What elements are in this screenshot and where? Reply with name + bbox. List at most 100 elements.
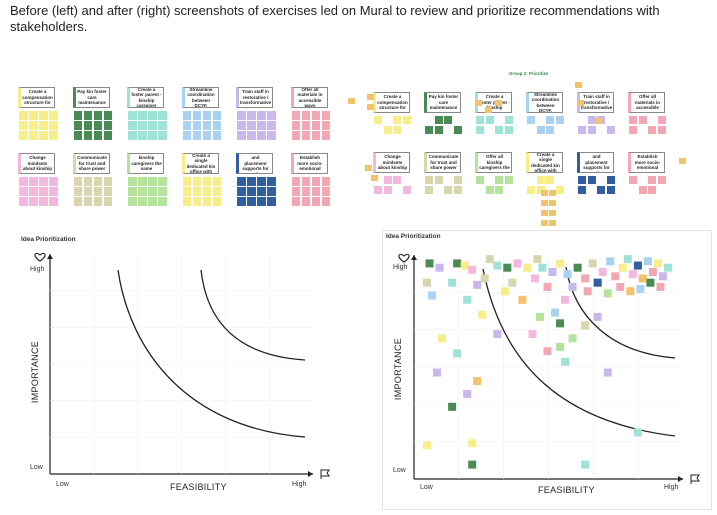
sticky-note[interactable] — [434, 116, 443, 124]
sticky-note[interactable] — [73, 121, 82, 130]
sticky-note[interactable] — [128, 121, 137, 130]
sticky-note[interactable] — [73, 131, 82, 140]
sticky-note[interactable] — [158, 131, 167, 140]
sticky-note[interactable] — [536, 176, 545, 184]
sticky-note[interactable] — [425, 185, 433, 194]
sticky-note[interactable] — [192, 111, 201, 120]
sticky-note[interactable] — [83, 187, 92, 196]
sticky-note[interactable] — [546, 176, 554, 184]
sticky-note[interactable] — [595, 118, 602, 124]
sticky-note[interactable] — [541, 210, 548, 216]
sticky-note[interactable] — [128, 177, 137, 186]
sticky-note[interactable] — [485, 185, 494, 194]
sticky-note[interactable] — [73, 197, 82, 206]
sticky-note[interactable] — [321, 177, 330, 186]
sticky-note[interactable] — [247, 187, 256, 196]
recommendation-card[interactable]: Establish more socio-emotional — [628, 152, 665, 173]
sticky-note[interactable] — [578, 125, 586, 134]
sticky-note[interactable] — [648, 176, 656, 184]
sticky-note[interactable] — [578, 185, 586, 194]
sticky-note[interactable] — [504, 116, 513, 124]
sticky-note[interactable] — [549, 190, 556, 196]
sticky-note[interactable] — [237, 197, 246, 206]
sticky-note[interactable] — [49, 187, 58, 196]
sticky-note[interactable] — [49, 177, 58, 186]
sticky-note[interactable] — [212, 111, 221, 120]
sticky-note[interactable] — [453, 176, 462, 184]
recommendation-card[interactable]: Create a foster parent - kinship caregiv… — [127, 87, 164, 108]
sticky-note[interactable] — [549, 220, 556, 226]
sticky-note[interactable] — [158, 187, 167, 196]
sticky-note[interactable] — [192, 187, 201, 196]
sticky-note[interactable] — [93, 111, 102, 120]
sticky-note[interactable] — [267, 177, 276, 186]
sticky-note[interactable] — [138, 111, 147, 120]
sticky-note[interactable] — [311, 131, 320, 140]
sticky-note[interactable] — [93, 177, 102, 186]
sticky-note[interactable] — [648, 185, 656, 194]
sticky-note[interactable] — [291, 131, 300, 140]
sticky-note[interactable] — [267, 131, 276, 140]
sticky-note[interactable] — [587, 125, 596, 134]
sticky-note[interactable] — [237, 121, 246, 130]
sticky-note[interactable] — [606, 125, 615, 134]
sticky-note[interactable] — [73, 177, 82, 186]
sticky-note[interactable] — [267, 187, 276, 196]
sticky-note[interactable] — [434, 176, 443, 184]
sticky-note[interactable] — [103, 131, 112, 140]
sticky-note[interactable] — [29, 111, 38, 120]
sticky-note[interactable] — [49, 131, 58, 140]
sticky-note[interactable] — [578, 176, 586, 184]
sticky-note[interactable] — [587, 176, 596, 184]
sticky-note[interactable] — [257, 197, 266, 206]
sticky-note[interactable] — [291, 197, 300, 206]
sticky-note[interactable] — [425, 125, 433, 134]
sticky-note[interactable] — [549, 200, 556, 206]
sticky-note[interactable] — [73, 111, 82, 120]
recommendation-card[interactable]: Create a compensation structure for — [373, 92, 410, 113]
sticky-note[interactable] — [93, 121, 102, 130]
recommendation-card[interactable]: Create a single dedicated kin office wit… — [181, 153, 219, 174]
sticky-note[interactable] — [158, 197, 167, 206]
sticky-note[interactable] — [29, 121, 38, 130]
sticky-note[interactable] — [93, 197, 102, 206]
sticky-note[interactable] — [267, 121, 276, 130]
sticky-note[interactable] — [237, 131, 246, 140]
sticky-note[interactable] — [453, 125, 462, 134]
sticky-note[interactable] — [504, 125, 513, 134]
sticky-note[interactable] — [182, 177, 191, 186]
sticky-note[interactable] — [257, 111, 266, 120]
sticky-note[interactable] — [19, 177, 28, 186]
sticky-note[interactable] — [49, 121, 58, 130]
sticky-note[interactable] — [311, 111, 320, 120]
sticky-note[interactable] — [128, 111, 137, 120]
sticky-note[interactable] — [83, 121, 92, 130]
sticky-note[interactable] — [267, 111, 276, 120]
sticky-note[interactable] — [103, 197, 112, 206]
sticky-note[interactable] — [202, 187, 211, 196]
sticky-note[interactable] — [311, 121, 320, 130]
sticky-note[interactable] — [93, 187, 102, 196]
sticky-note[interactable] — [158, 177, 167, 186]
sticky-note[interactable] — [348, 98, 355, 104]
sticky-note[interactable] — [103, 177, 112, 186]
sticky-note[interactable] — [575, 82, 582, 88]
sticky-note[interactable] — [301, 121, 310, 130]
sticky-note[interactable] — [638, 116, 647, 124]
sticky-note[interactable] — [93, 131, 102, 140]
sticky-note[interactable] — [83, 197, 92, 206]
sticky-note[interactable] — [425, 176, 433, 184]
recommendation-card[interactable]: Offer all kinship caregivers the — [475, 152, 512, 173]
sticky-note[interactable] — [158, 121, 167, 130]
sticky-note[interactable] — [257, 121, 266, 130]
recommendation-card[interactable]: Train staff in restorative / transformat… — [236, 87, 273, 108]
recommendation-card[interactable]: Offer all materials in accessible ways — [290, 87, 328, 108]
sticky-note[interactable] — [371, 175, 378, 181]
sticky-note[interactable] — [237, 187, 246, 196]
sticky-note[interactable] — [321, 187, 330, 196]
sticky-note[interactable] — [29, 197, 38, 206]
sticky-note[interactable] — [212, 187, 221, 196]
sticky-note[interactable] — [629, 125, 637, 134]
sticky-note[interactable] — [383, 185, 392, 194]
sticky-note[interactable] — [374, 185, 382, 194]
